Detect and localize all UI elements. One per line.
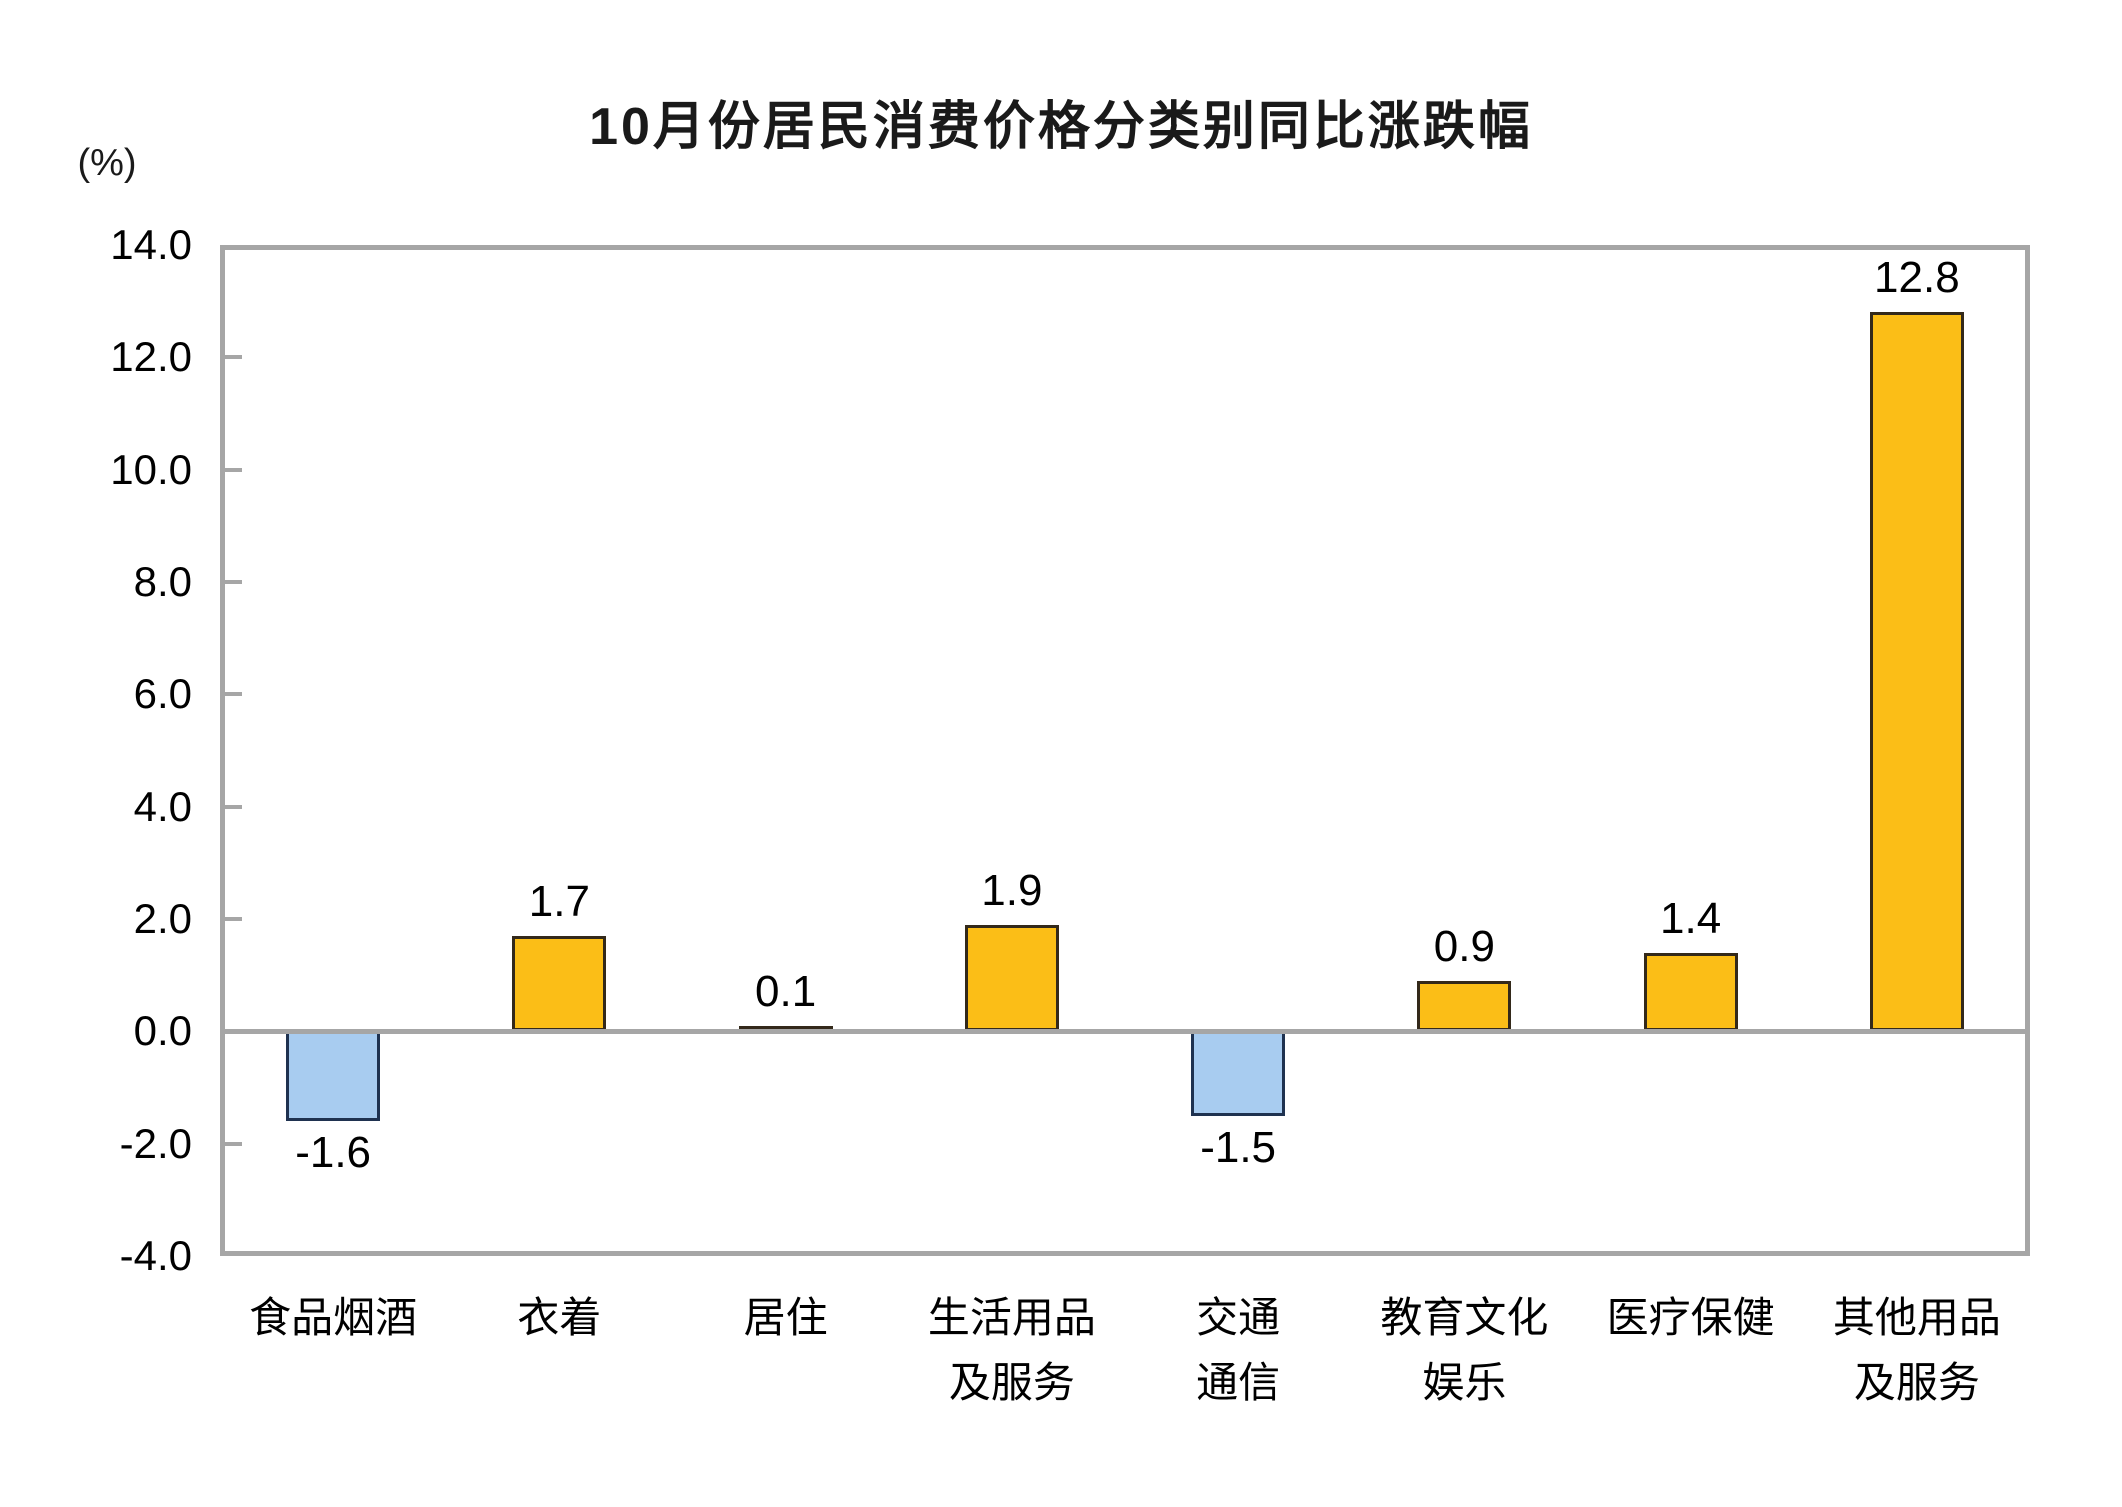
bar-1 bbox=[286, 1031, 381, 1122]
x-category-label: 交通 通信 bbox=[1196, 1294, 1281, 1407]
y-tick-mark bbox=[225, 692, 242, 697]
bar-value-label: -1.5 bbox=[1200, 1122, 1277, 1172]
bar-value-label: 1.7 bbox=[528, 876, 590, 926]
x-category-label: 教育文化 娱乐 bbox=[1380, 1294, 1549, 1407]
y-tick-label: 10.0 bbox=[110, 445, 192, 493]
bar-value-label: 12.8 bbox=[1874, 253, 1960, 303]
bar-value-label: 1.4 bbox=[1660, 893, 1722, 943]
bar-2 bbox=[512, 935, 607, 1032]
y-tick-label: -4.0 bbox=[119, 1232, 192, 1279]
bar-8 bbox=[1869, 312, 1964, 1032]
x-category-label: 其他用品 及服务 bbox=[1832, 1294, 2001, 1407]
bar-7 bbox=[1643, 952, 1738, 1032]
y-axis-unit-label: (%) bbox=[77, 142, 137, 184]
y-tick-mark bbox=[225, 1141, 242, 1146]
bar-value-label: 0.1 bbox=[755, 966, 817, 1016]
plot-area bbox=[220, 245, 2030, 1256]
y-tick-mark bbox=[225, 467, 242, 472]
y-tick-mark bbox=[225, 917, 242, 921]
x-category-label: 生活用品 及服务 bbox=[927, 1294, 1096, 1407]
y-tick-label: 6.0 bbox=[133, 670, 192, 718]
y-tick-label: 0.0 bbox=[133, 1007, 192, 1055]
x-category-label: 食品烟酒 bbox=[249, 1294, 418, 1341]
x-category-label: 居住 bbox=[743, 1294, 828, 1341]
bar-4 bbox=[964, 924, 1059, 1032]
bar-5 bbox=[1191, 1031, 1286, 1116]
y-tick-label: 8.0 bbox=[133, 558, 192, 605]
y-tick-label: 12.0 bbox=[110, 333, 192, 381]
y-tick-label: 2.0 bbox=[133, 895, 192, 942]
y-tick-mark bbox=[225, 804, 242, 809]
y-tick-mark bbox=[225, 355, 242, 360]
y-tick-label: 4.0 bbox=[133, 782, 192, 830]
y-tick-label: -2.0 bbox=[119, 1119, 192, 1167]
bar-6 bbox=[1417, 980, 1512, 1032]
zero-axis-line bbox=[220, 1029, 2030, 1035]
y-tick-label: 14.0 bbox=[110, 221, 192, 268]
bar-value-label: 1.9 bbox=[981, 865, 1043, 915]
bar-value-label: -1.6 bbox=[295, 1128, 372, 1178]
bar-value-label: 0.9 bbox=[1433, 921, 1495, 971]
y-tick-mark bbox=[225, 580, 242, 584]
x-category-label: 衣着 bbox=[517, 1294, 602, 1341]
x-category-label: 医疗保健 bbox=[1606, 1294, 1775, 1341]
chart-title: 10月份居民消费价格分类别同比涨跌幅 bbox=[589, 98, 1533, 156]
